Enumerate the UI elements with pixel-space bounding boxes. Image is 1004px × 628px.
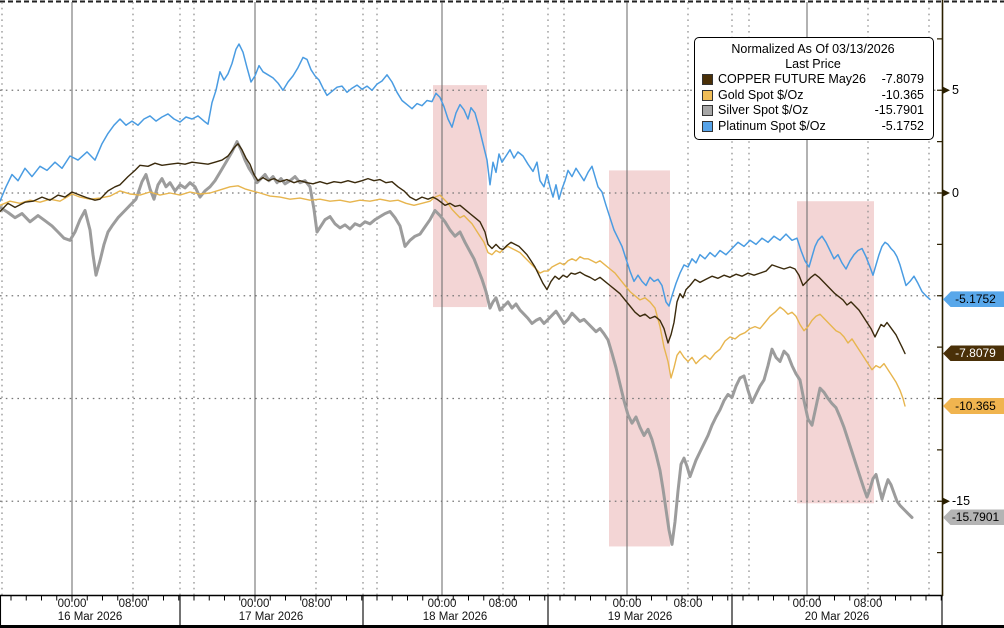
y-label-arrow-icon (943, 497, 950, 505)
legend-item-gold: Gold Spot $/Oz -10.365 (702, 88, 924, 104)
legend-value: -5.1752 (881, 118, 924, 133)
time-label: 00:00 (240, 598, 270, 610)
time-label: 08:00 (853, 598, 883, 610)
last-price-badge: -15.7901 (943, 509, 1004, 526)
date-label: 16 Mar 2026 (57, 611, 123, 623)
legend-box: Normalized As Of 03/13/2026 Last Price C… (694, 37, 934, 140)
legend-title: Normalized As Of 03/13/2026 (731, 42, 895, 56)
date-label: 19 Mar 2026 (607, 611, 673, 623)
last-price-badge: -10.365 (943, 398, 1004, 414)
date-label: 17 Mar 2026 (238, 611, 304, 623)
series-line (0, 140, 914, 546)
legend-label: COPPER FUTURE May26 (718, 72, 866, 86)
legend-value: -10.365 (881, 87, 924, 102)
legend-item-silver: Silver Spot $/Oz -15.7901 (702, 103, 924, 119)
time-label: 00:00 (792, 598, 822, 610)
gold-swatch-icon (702, 89, 713, 101)
legend-item-platinum: Platinum Spot $/Oz -5.1752 (702, 119, 924, 135)
y-axis-label: 5 (952, 83, 959, 98)
date-label: 18 Mar 2026 (422, 611, 488, 623)
time-label: 08:00 (488, 598, 518, 610)
time-label: 08:00 (118, 598, 148, 610)
legend-label: Platinum Spot $/Oz (718, 118, 826, 133)
date-label: 20 Mar 2026 (804, 611, 870, 623)
last-price-badge: -7.8079 (943, 345, 1004, 362)
legend-label: Gold Spot $/Oz (718, 87, 804, 102)
series-line (0, 142, 906, 355)
platinum-swatch-icon (702, 120, 713, 132)
y-axis-label: 0 (952, 186, 959, 200)
legend-label: Silver Spot $/Oz (718, 103, 809, 117)
bottom-black-strip (0, 625, 1004, 628)
time-label: 00:00 (57, 598, 87, 610)
y-label-arrow-icon (943, 86, 950, 94)
highlight-band (609, 170, 670, 547)
legend-subtitle: Last Price (785, 57, 841, 71)
last-price-badge: -5.1752 (943, 291, 1004, 308)
y-label-arrow-icon (943, 189, 950, 197)
series-line (0, 43, 931, 307)
legend-value: -7.8079 (881, 72, 924, 86)
time-label: 00:00 (427, 598, 457, 610)
legend-item-copper: COPPER FUTURE May26 -7.8079 (702, 72, 924, 88)
copper-swatch-icon (702, 74, 713, 86)
time-label: 08:00 (673, 598, 703, 610)
y-axis-label: -15 (952, 494, 971, 509)
highlight-band (797, 201, 874, 504)
silver-swatch-icon (702, 105, 713, 117)
series-line (0, 185, 906, 407)
time-label: 08:00 (301, 598, 331, 610)
legend-value: -15.7901 (874, 103, 924, 117)
time-label: 00:00 (612, 598, 642, 610)
